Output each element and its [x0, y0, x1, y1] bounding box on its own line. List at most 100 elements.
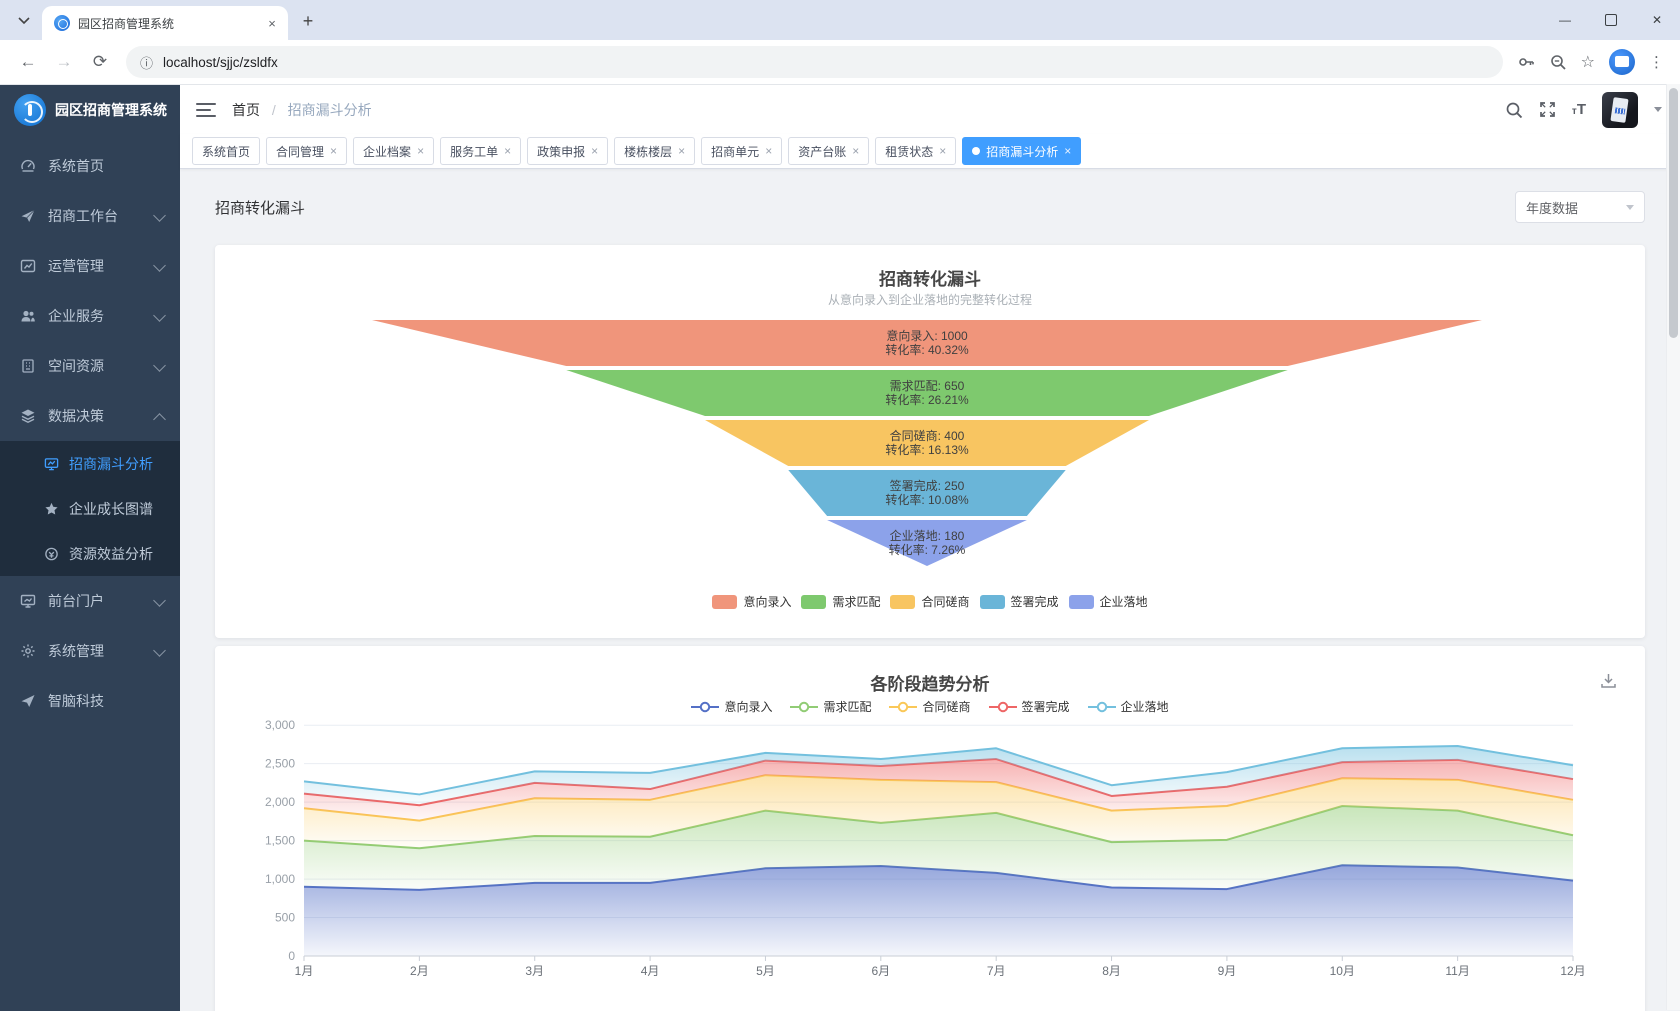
- tag-close-icon[interactable]: ×: [504, 144, 512, 158]
- chevron-icon: [153, 209, 166, 222]
- legend-item[interactable]: 意向录入: [712, 593, 791, 610]
- sidebar-item-system-management[interactable]: 系统管理: [0, 626, 180, 676]
- breadcrumb: 首页 / 招商漏斗分析: [232, 100, 372, 120]
- browser-toolbar: ← → ⟳ ⓘ localhost/sjjc/zsldfx ☆ ⋮: [0, 40, 1680, 85]
- area-band-企业落地[interactable]: [304, 745, 1573, 806]
- sidebar-item-funnel-analysis[interactable]: 招商漏斗分析: [0, 441, 180, 486]
- zoom-icon[interactable]: [1549, 53, 1567, 71]
- maximize-button[interactable]: [1588, 0, 1634, 40]
- sidebar-item-front-portal[interactable]: 前台门户: [0, 576, 180, 626]
- fullscreen-icon[interactable]: [1539, 101, 1556, 118]
- tab-close-icon[interactable]: ×: [268, 15, 276, 31]
- area-band-意向录入[interactable]: [304, 865, 1573, 956]
- address-bar[interactable]: ⓘ localhost/sjjc/zsldfx: [126, 46, 1503, 78]
- sidebar: 园区招商管理系统 系统首页 招商工作台 运营管理 企业服务 空间资源 数据决策 招商漏斗分析…: [0, 85, 180, 1011]
- legend-item[interactable]: 企业落地: [1087, 698, 1169, 715]
- sidebar-item-data-decision[interactable]: 数据决策: [0, 391, 180, 441]
- tag-close-icon[interactable]: ×: [678, 144, 686, 158]
- bookmark-star-icon[interactable]: ☆: [1580, 54, 1595, 71]
- tag-enterprise-archives[interactable]: 企业档案 ×: [353, 137, 435, 165]
- area-band-合同磋商[interactable]: [304, 775, 1573, 849]
- tag-funnel-analysis[interactable]: 招商漏斗分析 ×: [962, 137, 1082, 165]
- sidebar-item-zhinao-tech[interactable]: 智脑科技: [0, 676, 180, 726]
- tag-service-orders[interactable]: 服务工单 ×: [440, 137, 522, 165]
- legend-marker-icon: [988, 701, 1017, 712]
- legend-item[interactable]: 签署完成: [988, 698, 1070, 715]
- area-band-需求匹配[interactable]: [304, 805, 1573, 890]
- tag-policy-declaration[interactable]: 政策申报 ×: [527, 137, 609, 165]
- legend-item[interactable]: 合同磋商: [889, 698, 971, 715]
- sidebar-item-label: 运营管理: [48, 258, 104, 274]
- close-button[interactable]: ✕: [1651, 13, 1663, 27]
- tab-search-button[interactable]: [10, 7, 38, 35]
- legend-item[interactable]: 合同磋商: [890, 593, 970, 610]
- active-dot-icon: [972, 147, 981, 155]
- sidebar-item-enterprise-services[interactable]: 企业服务: [0, 291, 180, 341]
- funnel-chart[interactable]: 意向录入: 1000 转化率: 40.32% 需求匹配: 650 转化率: 26.21…: [215, 245, 1640, 585]
- funnel-stage-3[interactable]: [705, 420, 1149, 466]
- sidebar-item-enterprise-growth-map[interactable]: 企业成长图谱: [0, 486, 180, 531]
- site-info-icon[interactable]: ⓘ: [140, 55, 154, 71]
- legend-swatch: [801, 594, 827, 609]
- funnel-monitor-icon: [44, 456, 59, 471]
- sidebar-item-resource-benefit-analysis[interactable]: 资源效益分析: [0, 531, 180, 576]
- star-icon: [44, 501, 59, 516]
- tag-close-icon[interactable]: ×: [939, 144, 947, 158]
- legend-item[interactable]: 需求匹配: [790, 698, 871, 715]
- legend-label: 合同磋商: [922, 700, 971, 714]
- tag-asset-ledger[interactable]: 资产台账 ×: [788, 137, 870, 165]
- legend-item[interactable]: 意向录入: [691, 698, 772, 715]
- tag-label: 招商漏斗分析: [986, 144, 1059, 159]
- browser-profile-avatar[interactable]: [1609, 49, 1635, 75]
- sidebar-item-space-resources[interactable]: 空间资源: [0, 341, 180, 391]
- funnel-stage-5[interactable]: [827, 520, 1027, 566]
- funnel-stage-1[interactable]: [372, 320, 1482, 366]
- minimize-button[interactable]: —: [1559, 13, 1571, 27]
- funnel-stage-4[interactable]: [788, 470, 1066, 516]
- chevron-icon: [153, 413, 166, 426]
- sidebar-item-investment-workbench[interactable]: 招商工作台: [0, 191, 180, 241]
- sidebar-item-operations-management[interactable]: 运营管理: [0, 241, 180, 291]
- new-tab-button[interactable]: +: [302, 10, 314, 31]
- breadcrumb-root[interactable]: 首页: [232, 101, 260, 118]
- font-size-icon[interactable]: тT: [1571, 101, 1586, 118]
- tag-building-floors[interactable]: 楼栋楼层 ×: [614, 137, 696, 165]
- tag-close-icon[interactable]: ×: [765, 144, 773, 158]
- user-caret-down-icon[interactable]: [1654, 107, 1662, 116]
- window-scrollbar[interactable]: [1666, 84, 1680, 1010]
- download-icon[interactable]: [1600, 672, 1617, 694]
- search-icon[interactable]: [1505, 101, 1523, 119]
- tag-close-icon[interactable]: ×: [330, 144, 338, 158]
- tag-lease-status[interactable]: 租赁状态 ×: [875, 137, 957, 165]
- area-band-签署完成[interactable]: [304, 759, 1573, 821]
- refresh-button[interactable]: ⟳: [92, 52, 108, 71]
- legend-item[interactable]: 需求匹配: [801, 593, 880, 610]
- password-key-icon[interactable]: [1517, 53, 1535, 71]
- legend-item[interactable]: 企业落地: [1068, 593, 1148, 610]
- tag-close-icon[interactable]: ×: [417, 144, 425, 158]
- funnel-stage-label: 企业落地: 180 转化率: 7.26%: [889, 528, 966, 557]
- forward-button[interactable]: →: [55, 52, 73, 71]
- funnel-stage-2[interactable]: [566, 370, 1288, 416]
- legend-item[interactable]: 签署完成: [979, 593, 1059, 610]
- sidebar-item-label: 前台门户: [48, 593, 104, 609]
- trend-chart[interactable]: 0 500 1,000 1,500 2,000 2,500 3,000 1月 2月 3月 4月 5月 6…: [215, 716, 1640, 1006]
- tag-investment-units[interactable]: 招商单元 ×: [701, 137, 783, 165]
- user-avatar[interactable]: [1602, 91, 1638, 128]
- sidebar-collapse-icon[interactable]: [196, 102, 216, 117]
- tag-close-icon[interactable]: ×: [852, 144, 860, 158]
- tag-close-icon[interactable]: ×: [1064, 144, 1072, 158]
- scrollbar-thumb[interactable]: [1669, 88, 1678, 338]
- browser-tab[interactable]: 园区招商管理系统 ×: [42, 6, 288, 40]
- browser-tab-strip: 园区招商管理系统 × + — ✕: [0, 0, 1680, 40]
- tag-contract-management[interactable]: 合同管理 ×: [266, 137, 348, 165]
- back-button[interactable]: ←: [19, 52, 37, 71]
- chevron-icon: [153, 594, 166, 607]
- tag-system-home[interactable]: 系统首页: [192, 137, 261, 165]
- y-axis-tick-label: 500: [275, 911, 295, 925]
- kebab-menu-icon[interactable]: ⋮: [1649, 54, 1664, 71]
- sidebar-item-system-home[interactable]: 系统首页: [0, 141, 180, 191]
- tag-close-icon[interactable]: ×: [591, 144, 599, 158]
- content: 招商转化漏斗 年度数据 招商转化漏斗 从意向录入到企业落地的完整转化过程 意向录…: [180, 169, 1680, 1011]
- period-select[interactable]: 年度数据: [1515, 191, 1645, 223]
